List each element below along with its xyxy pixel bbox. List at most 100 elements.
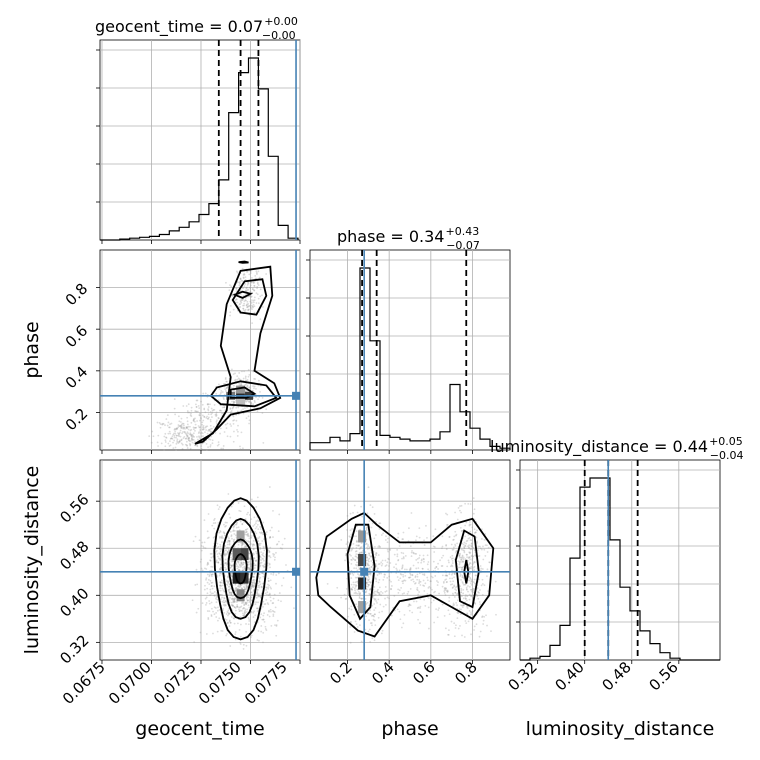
scatter-point: [206, 610, 209, 612]
scatter-point: [263, 549, 266, 552]
scatter-point: [368, 554, 371, 557]
scatter-point: [453, 603, 456, 606]
scatter-point: [213, 594, 216, 597]
scatter-point: [189, 443, 192, 446]
scatter-point: [259, 526, 262, 528]
scatter-point: [460, 530, 463, 532]
contour-level-2: [227, 538, 254, 600]
scatter-point: [437, 568, 439, 570]
scatter-point: [272, 536, 274, 538]
scatter-point: [368, 592, 371, 595]
scatter-point: [233, 606, 236, 609]
scatter-point: [458, 563, 461, 566]
scatter-point: [217, 619, 219, 622]
scatter-point: [277, 572, 280, 575]
scatter-point: [217, 521, 220, 524]
scatter-point: [488, 561, 491, 564]
scatter-point: [377, 546, 380, 548]
scatter-point: [222, 445, 225, 447]
scatter-point: [458, 554, 461, 557]
scatter-point: [191, 439, 194, 442]
scatter-point: [352, 542, 355, 545]
scatter-point: [456, 617, 459, 620]
scatter-point: [224, 604, 227, 607]
scatter-point: [373, 545, 376, 548]
scatter-point: [359, 592, 362, 594]
scatter-point: [474, 554, 477, 557]
scatter-point: [458, 561, 461, 564]
scatter-point: [208, 583, 211, 586]
scatter-point: [237, 587, 240, 590]
scatter-point: [200, 445, 203, 448]
scatter-point: [205, 429, 208, 431]
scatter-point: [434, 567, 437, 570]
scatter-point: [237, 430, 239, 433]
scatter-point: [355, 547, 358, 549]
scatter-point: [186, 436, 189, 438]
scatter-point: [265, 629, 268, 632]
scatter-point: [380, 632, 383, 635]
scatter-point: [437, 581, 439, 584]
scatter-point: [381, 562, 384, 565]
scatter-point: [165, 436, 167, 439]
scatter-point: [237, 424, 239, 427]
scatter-point: [195, 568, 198, 571]
scatter-point: [430, 597, 433, 600]
scatter-point: [460, 591, 462, 594]
scatter-point: [469, 539, 472, 541]
scatter-point: [389, 562, 392, 564]
scatter-point: [248, 273, 251, 276]
scatter-point: [254, 603, 257, 606]
scatter-point: [268, 551, 271, 554]
scatter-point: [380, 564, 383, 567]
scatter-point: [481, 568, 484, 570]
scatter-point: [200, 431, 203, 434]
scatter-point: [243, 302, 246, 305]
scatter-point: [412, 551, 415, 554]
scatter-point: [223, 550, 226, 552]
scatter-point: [247, 596, 250, 599]
scatter-point: [221, 391, 224, 393]
scatter-point: [247, 604, 250, 607]
scatter-point: [438, 607, 440, 610]
scatter-point: [435, 566, 438, 568]
scatter-point: [470, 595, 473, 598]
scatter-point: [345, 543, 348, 546]
scatter-point: [258, 595, 260, 597]
scatter-point: [226, 380, 228, 383]
scatter-point: [249, 568, 251, 571]
scatter-point: [233, 598, 236, 601]
scatter-point: [183, 431, 186, 434]
scatter-point: [222, 601, 225, 604]
scatter-point: [250, 281, 253, 284]
scatter-point: [380, 594, 382, 597]
scatter-point: [252, 579, 254, 582]
scatter-point: [186, 426, 188, 429]
scatter-point: [220, 585, 223, 587]
scatter-point: [206, 561, 209, 564]
scatter-point: [369, 613, 372, 615]
scatter-point: [209, 552, 212, 555]
scatter-point: [241, 587, 244, 590]
scatter-point: [384, 603, 387, 606]
scatter-point: [453, 573, 456, 575]
scatter-point: [165, 436, 168, 439]
scatter-point: [374, 593, 377, 596]
scatter-point: [213, 613, 216, 616]
scatter-point: [223, 431, 226, 433]
scatter-point: [448, 573, 451, 576]
scatter-point: [422, 558, 425, 561]
scatter-point: [390, 585, 393, 587]
scatter-point: [227, 547, 230, 550]
scatter-point: [252, 299, 255, 302]
scatter-point: [218, 574, 221, 577]
scatter-point: [239, 278, 242, 280]
scatter-point: [451, 548, 454, 551]
scatter-point: [164, 424, 166, 427]
ytick-distance-0.32: 0.32: [56, 631, 92, 667]
scatter-point: [448, 536, 451, 538]
scatter-point: [213, 585, 216, 588]
scatter-point: [356, 592, 359, 595]
scatter-point: [212, 592, 214, 595]
scatter-point: [350, 608, 353, 611]
